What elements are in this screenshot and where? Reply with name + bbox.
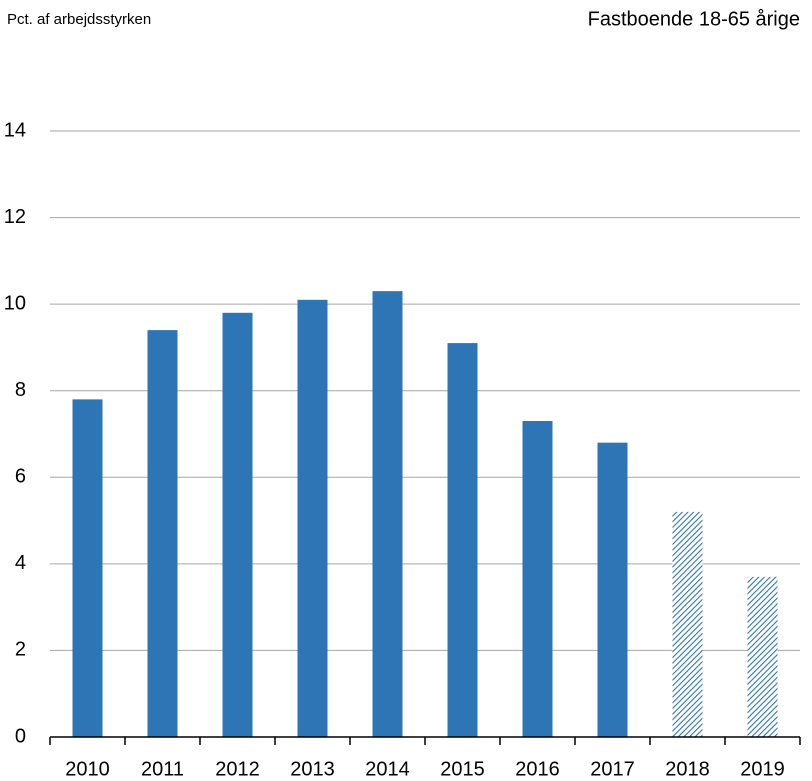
bar	[522, 421, 553, 737]
bar	[72, 399, 103, 737]
bar	[147, 330, 178, 737]
x-tick-label: 2012	[215, 758, 260, 780]
x-tick-label: 2015	[440, 758, 485, 780]
y-tick-label: 8	[15, 379, 26, 401]
y-tick-label: 14	[4, 119, 26, 141]
bar	[672, 511, 703, 737]
bar	[297, 299, 328, 737]
y-tick-label: 0	[15, 725, 26, 747]
bar	[222, 312, 253, 737]
y-tick-label: 4	[15, 552, 26, 574]
y-tick-label: 12	[4, 206, 26, 228]
x-tick-label: 2019	[740, 758, 785, 780]
x-tick-label: 2011	[141, 758, 184, 780]
y-tick-label: 2	[15, 639, 26, 661]
y-tick-label: 10	[4, 292, 26, 314]
y-tick-label: 6	[15, 466, 26, 488]
chart-title: Fastboende 18-65 årige	[588, 8, 800, 30]
x-tick-label: 2010	[65, 758, 110, 780]
x-tick-label: 2017	[590, 758, 635, 780]
x-tick-label: 2013	[290, 758, 335, 780]
x-tick-label: 2014	[365, 758, 410, 780]
bar	[372, 291, 403, 737]
bar	[747, 576, 778, 737]
x-tick-label: 2018	[665, 758, 710, 780]
y-axis-label: Pct. af arbejdsstyrken	[7, 11, 151, 28]
x-tick-label: 2016	[515, 758, 560, 780]
bar	[447, 343, 478, 737]
bar	[597, 442, 628, 737]
